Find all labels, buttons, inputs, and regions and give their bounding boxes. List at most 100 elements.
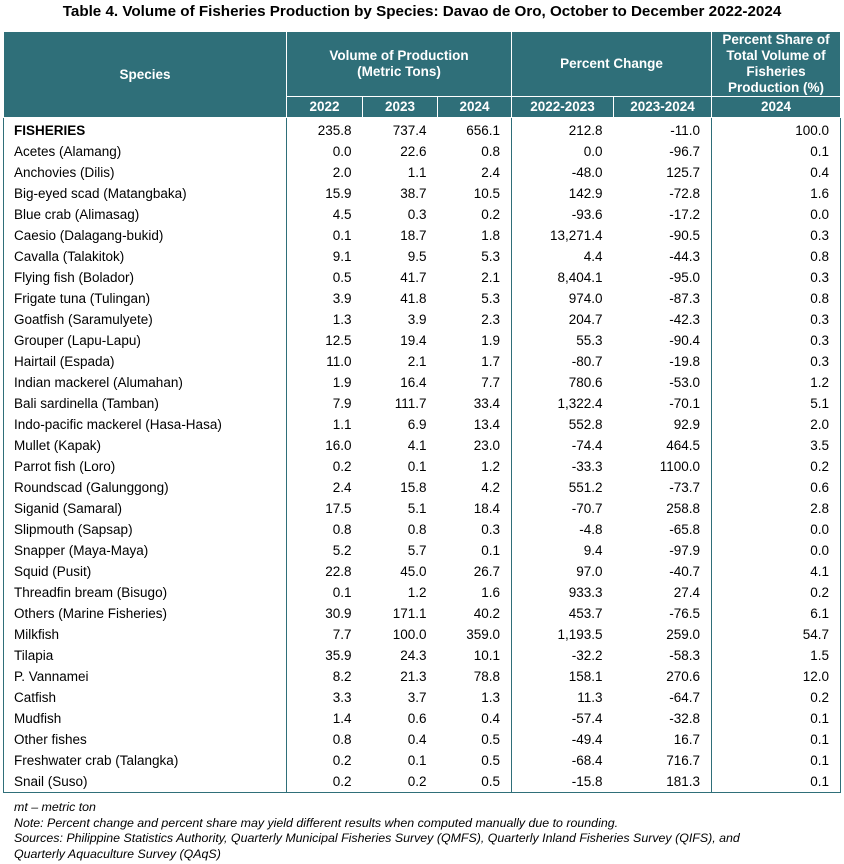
share-2024-cell: 3.5: [711, 435, 841, 456]
table-row: Caesio (Dalagang-bukid) 0.1 18.7 1.8 13,271.…: [4, 225, 841, 246]
vol-2023-cell: 2.1: [407, 354, 427, 369]
table-body: FISHERIES 235.8 737.4 656.1 212.8 -11.0 100.0 A…: [4, 117, 841, 793]
change-2022-2023-cell: 13,271.4: [511, 225, 614, 246]
change-2022-2023-cell: 158.1: [511, 666, 614, 687]
change-2022-2023-cell: -93.6: [511, 204, 614, 225]
share-2024-cell: 1.5: [711, 645, 841, 666]
vol-2024-cell: 10.5: [473, 186, 501, 201]
species-cell: Others (Marine Fisheries): [14, 606, 168, 621]
vol-2022-cell: 235.8: [286, 117, 363, 141]
notes: mt – metric ton Note: Percent change and…: [14, 800, 834, 862]
vol-2022-cell: 5.2: [286, 540, 363, 561]
change-2023-2024-cell: -95.0: [669, 270, 701, 285]
species-cell: Other fishes: [14, 732, 87, 747]
change-2023-2024-cell: -72.8: [669, 186, 701, 201]
note-abbrev: mt – metric ton: [14, 800, 96, 814]
change-2022-2023-cell: -80.7: [511, 351, 614, 372]
change-2023-2024-cell: -76.5: [669, 606, 701, 621]
share-2024-cell: 2.8: [711, 498, 841, 519]
vol-2022-cell: 0.2: [286, 771, 363, 793]
change-2022-2023-header: 2022-2023: [511, 96, 615, 118]
vol-2023-cell: 38.7: [400, 186, 427, 201]
species-cell: Caesio (Dalagang-bukid): [14, 228, 164, 243]
vol-2022-cell: 8.2: [286, 666, 363, 687]
share-2024-cell: 0.4: [711, 162, 841, 183]
species-cell: Slipmouth (Sapsap): [14, 522, 133, 537]
vol-2023-cell: 1.1: [407, 165, 427, 180]
table-row: Tilapia 35.9 24.3 10.1 -32.2 -58.3 1.5: [4, 645, 841, 666]
species-cell: Hairtail (Espada): [14, 354, 115, 369]
vol-2022-cell: 3.3: [286, 687, 363, 708]
vol-2022-cell: 0.2: [286, 750, 363, 771]
vol-2023-cell: 0.4: [407, 732, 427, 747]
species-cell: Acetes (Alamang): [14, 144, 122, 159]
species-cell: Milkfish: [14, 627, 60, 642]
share-2024-cell: 5.1: [711, 393, 841, 414]
vol-2024-cell: 0.8: [481, 144, 501, 159]
change-2023-2024-cell: 125.7: [666, 165, 701, 180]
vol-2024-cell: 0.2: [481, 207, 501, 222]
species-cell: Indian mackerel (Alumahan): [14, 375, 183, 390]
share-2024-cell: 0.1: [711, 141, 841, 162]
vol-2023-cell: 737.4: [392, 123, 427, 138]
vol-2023-cell: 5.7: [407, 543, 427, 558]
species-cell: Bali sardinella (Tamban): [14, 396, 159, 411]
share-2024-cell: 1.2: [711, 372, 841, 393]
vol-2023-cell: 24.3: [400, 648, 427, 663]
share-2024-cell: 2.0: [711, 414, 841, 435]
change-2022-2023-cell: -70.7: [511, 498, 614, 519]
share-2024-cell: 1.6: [711, 183, 841, 204]
vol-2024-cell: 1.7: [481, 354, 501, 369]
change-2022-2023-cell: -68.4: [511, 750, 614, 771]
change-2023-2024-cell: -17.2: [669, 207, 701, 222]
vol-2022-cell: 0.5: [286, 267, 363, 288]
vol-2024-cell: 1.3: [481, 690, 501, 705]
vol-2023-cell: 100.0: [392, 627, 427, 642]
change-2023-2024-cell: 270.6: [666, 669, 701, 684]
change-2022-2023-cell: -57.4: [511, 708, 614, 729]
table-row: Mullet (Kapak) 16.0 4.1 23.0 -74.4 464.5 3.5: [4, 435, 841, 456]
table-row: Indo-pacific mackerel (Hasa-Hasa) 1.1 6.9 1…: [4, 414, 841, 435]
table-row: Anchovies (Dilis) 2.0 1.1 2.4 -48.0 125.7 0.4: [4, 162, 841, 183]
vol-2023-cell: 16.4: [400, 375, 427, 390]
species-cell: Blue crab (Alimasag): [14, 207, 140, 222]
note-sources: Sources: Philippine Statistics Authority…: [14, 831, 740, 846]
year-2024-header: 2024: [436, 96, 513, 118]
change-2022-2023-cell: -4.8: [511, 519, 614, 540]
change-2022-2023-cell: 4.4: [511, 246, 614, 267]
table-row: Hairtail (Espada) 11.0 2.1 1.7 -80.7 -19.8 0.3: [4, 351, 841, 372]
percent-change-header: Percent Change: [511, 31, 713, 97]
change-2023-2024-cell: -65.8: [669, 522, 701, 537]
table-row: Siganid (Samaral) 17.5 5.1 18.4 -70.7 258.8 2.…: [4, 498, 841, 519]
change-2022-2023-cell: 8,404.1: [511, 267, 614, 288]
vol-2023-cell: 1.2: [407, 585, 427, 600]
vol-2024-cell: 359.0: [466, 627, 501, 642]
species-cell: Grouper (Lapu-Lapu): [14, 333, 141, 348]
vol-2022-cell: 3.9: [286, 288, 363, 309]
change-2022-2023-cell: 9.4: [511, 540, 614, 561]
vol-2023-cell: 19.4: [400, 333, 427, 348]
share-2024-cell: 0.3: [711, 330, 841, 351]
share-2024-cell: 0.2: [711, 687, 841, 708]
table-row: Mudfish 1.4 0.6 0.4 -57.4 -32.8 0.1: [4, 708, 841, 729]
change-2023-2024-cell: -96.7: [669, 144, 701, 159]
vol-2024-cell: 0.3: [481, 522, 501, 537]
vol-2024-cell: 0.5: [481, 753, 501, 768]
vol-2023-cell: 4.1: [407, 438, 427, 453]
vol-2022-cell: 0.8: [286, 519, 363, 540]
vol-2023-cell: 6.9: [407, 417, 427, 432]
table-row: Cavalla (Talakitok) 9.1 9.5 5.3 4.4 -44.3 0.8: [4, 246, 841, 267]
vol-2024-cell: 4.2: [481, 480, 501, 495]
change-2023-2024-cell: 259.0: [666, 627, 701, 642]
change-2022-2023-cell: -33.3: [511, 456, 614, 477]
species-cell: Flying fish (Bolador): [14, 270, 135, 285]
share-2024-cell: 54.7: [711, 624, 841, 645]
table-row: Squid (Pusit) 22.8 45.0 26.7 97.0 -40.7 4.1: [4, 561, 841, 582]
vol-2023-cell: 0.3: [407, 207, 427, 222]
change-2022-2023-cell: 11.3: [511, 687, 614, 708]
change-2022-2023-cell: 204.7: [511, 309, 614, 330]
change-2022-2023-cell: 552.8: [511, 414, 614, 435]
change-2023-2024-cell: -40.7: [669, 564, 701, 579]
vol-2023-cell: 0.2: [407, 774, 427, 789]
table-row: Frigate tuna (Tulingan) 3.9 41.8 5.3 974.0 -8…: [4, 288, 841, 309]
